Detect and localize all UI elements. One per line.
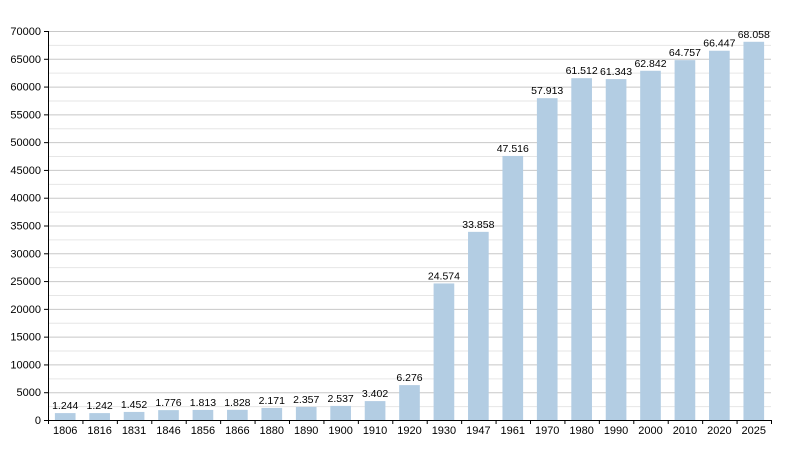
y-tick-label-25000: 25000: [10, 276, 41, 288]
x-tick-label-1910: 1910: [363, 425, 387, 437]
y-tick-label-40000: 40000: [10, 193, 41, 205]
data-label-1900: 2.537: [327, 393, 353, 405]
data-label-1890: 2.357: [293, 394, 319, 406]
bar-2025: [743, 41, 765, 420]
x-tick-label-1890: 1890: [294, 425, 318, 437]
bar-1970: [536, 98, 558, 421]
data-label-1866: 1.828: [224, 397, 250, 409]
data-label-1970: 57.913: [531, 85, 563, 97]
bar-2000: [640, 70, 661, 420]
y-tick-label-55000: 55000: [10, 109, 41, 121]
y-tick-label-35000: 35000: [10, 221, 41, 233]
x-tick-label-1831: 1831: [122, 425, 146, 437]
data-label-1831: 1.452: [121, 399, 147, 411]
bar-1930: [433, 283, 455, 420]
bar-1890: [295, 406, 317, 420]
x-tick-label-2025: 2025: [742, 425, 766, 437]
data-label-1990: 61.343: [600, 66, 632, 78]
data-label-1816: 1.242: [86, 400, 112, 412]
x-tick-label-1856: 1856: [191, 425, 215, 437]
x-tick-label-1970: 1970: [535, 425, 559, 437]
y-tick-label-10000: 10000: [10, 359, 41, 371]
data-label-2020: 66.447: [703, 38, 735, 50]
data-label-1910: 3.402: [362, 388, 388, 400]
y-tick-label-60000: 60000: [10, 82, 41, 94]
bar-1990: [605, 79, 627, 421]
y-tick-label-5000: 5000: [17, 387, 41, 399]
y-tick-label-70000: 70000: [10, 26, 41, 38]
bar-1910: [364, 401, 386, 420]
bar-1900: [330, 405, 351, 420]
bar-1806: [54, 413, 76, 420]
bar-1866: [227, 409, 248, 420]
data-label-1930: 24.574: [428, 270, 460, 282]
bar-1980: [571, 78, 592, 421]
x-tick-label-1816: 1816: [87, 425, 111, 437]
bar-2010: [674, 60, 696, 420]
x-tick-labels: 1806 1816 1831 1846 1856 1866 1880 1890 1900 1910…: [53, 425, 766, 437]
x-tick-label-1880: 1880: [260, 425, 284, 437]
data-label-1806: 1.244: [52, 400, 78, 412]
bar-1880: [261, 407, 283, 420]
data-label-2000: 62.842: [634, 58, 666, 70]
axes: [44, 31, 772, 424]
y-tick-label-0: 0: [35, 415, 41, 427]
x-tick-label-2010: 2010: [673, 425, 697, 437]
y-tick-label-20000: 20000: [10, 304, 41, 316]
data-label-1961: 47.516: [497, 143, 529, 155]
y-tick-label-45000: 45000: [10, 165, 41, 177]
x-tick-label-1866: 1866: [225, 425, 249, 437]
x-tick-label-1846: 1846: [156, 425, 180, 437]
bar-1961: [502, 155, 524, 420]
bar-1831: [123, 411, 145, 420]
data-label-1920: 6.276: [396, 372, 422, 384]
bar-1947: [468, 231, 489, 420]
bar-1920: [399, 385, 420, 420]
x-tick-label-2000: 2000: [638, 425, 662, 437]
y-tick-label-15000: 15000: [10, 332, 41, 344]
grid-lines: [48, 31, 771, 408]
data-label-2010: 64.757: [669, 47, 701, 59]
bar-1856: [192, 409, 214, 420]
bar-1816: [89, 413, 110, 420]
y-tick-labels: 0 5000 10000 15000 20000 25000 30000 35000 40000…: [10, 26, 41, 427]
bar-2020: [709, 50, 730, 421]
y-tick-label-50000: 50000: [10, 137, 41, 149]
x-tick-label-1900: 1900: [328, 425, 352, 437]
data-label-1856: 1.813: [190, 397, 216, 409]
x-tick-label-1990: 1990: [604, 425, 628, 437]
x-tick-label-1930: 1930: [432, 425, 456, 437]
data-label-1846: 1.776: [155, 397, 181, 409]
bars: [54, 41, 765, 421]
x-tick-label-1806: 1806: [53, 425, 77, 437]
bar-1846: [158, 410, 179, 420]
x-tick-label-1947: 1947: [466, 425, 490, 437]
data-label-1880: 2.171: [259, 395, 285, 407]
data-label-1947: 33.858: [462, 219, 494, 231]
x-tick-label-1920: 1920: [397, 425, 421, 437]
data-label-2025: 68.058: [738, 29, 770, 41]
y-tick-label-30000: 30000: [10, 248, 41, 260]
x-tick-label-1980: 1980: [569, 425, 593, 437]
x-tick-label-1961: 1961: [501, 425, 525, 437]
y-tick-label-65000: 65000: [10, 54, 41, 66]
data-labels: 1.244 1.242 1.452 1.776 1.813 1.828 2.171 2.357…: [52, 29, 770, 412]
data-label-1980: 61.512: [566, 65, 598, 77]
x-tick-label-2020: 2020: [707, 425, 731, 437]
